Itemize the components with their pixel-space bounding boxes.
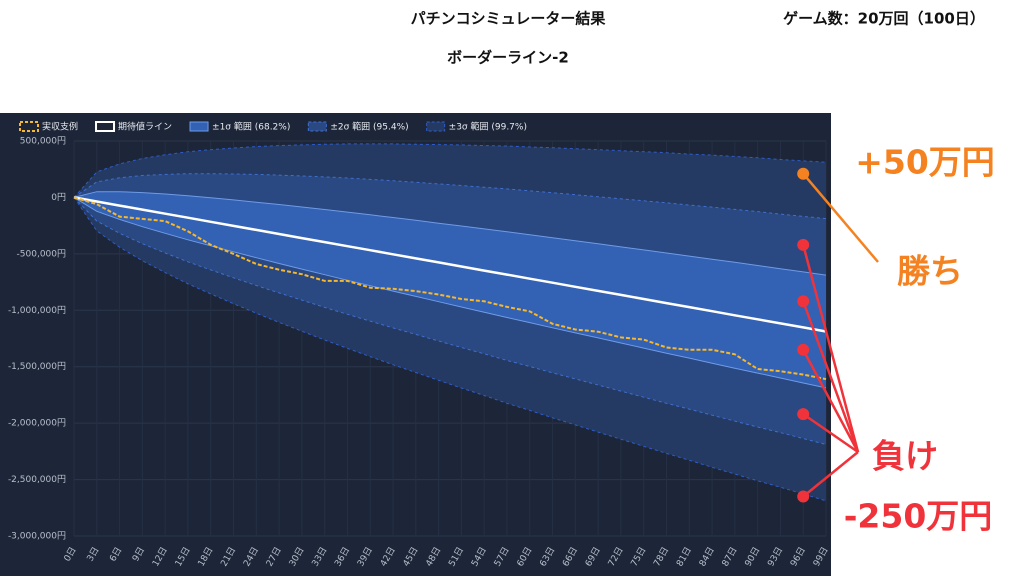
outcome-dot — [797, 490, 810, 503]
legend-swatch — [95, 121, 116, 132]
pointer-line — [802, 413, 859, 454]
legend-label: ±2σ 範囲 (95.4%) — [330, 121, 408, 133]
series-line — [73, 196, 827, 381]
games: ゲーム数：20万回（100日） — [783, 10, 985, 28]
win-label: 勝ち — [897, 252, 963, 291]
pointer-line — [802, 300, 860, 453]
legend-label: ±3σ 範囲 (99.7%) — [449, 121, 527, 133]
y-tick-label: -2,500,000円 — [8, 474, 66, 485]
legend-swatch — [426, 121, 446, 132]
outcome-dot — [797, 238, 810, 251]
outcome-dot — [797, 408, 810, 421]
band-lower — [73, 197, 827, 502]
legend-swatch — [19, 121, 39, 132]
legend-swatch — [189, 121, 209, 132]
outcome-dot — [797, 343, 810, 356]
band-upper — [73, 191, 827, 276]
y-tick-label: -3,000,000円 — [8, 531, 66, 542]
band-lower — [73, 197, 827, 445]
y-tick-label: -500,000円 — [17, 248, 66, 259]
outcome-dot — [797, 167, 810, 180]
lose-amount: -250万円 — [844, 497, 993, 536]
subtitle: ボーダーライン-2 — [447, 49, 569, 67]
y-tick-label: -2,000,000円 — [8, 418, 66, 429]
y-tick-label: 500,000円 — [20, 136, 66, 147]
pointer-line — [802, 244, 860, 453]
page-title: パチンコシミュレーター結果 — [411, 10, 607, 28]
outcome-dot — [797, 295, 810, 308]
series-line — [73, 196, 827, 333]
legend-label: ±1σ 範囲 (68.2%) — [212, 121, 290, 133]
pointer-line — [802, 349, 860, 453]
band-upper — [73, 143, 827, 198]
y-tick-label: 0円 — [51, 192, 66, 203]
legend-label: 実収支例 — [42, 121, 78, 133]
lose-label: 負け — [872, 437, 938, 476]
band-lower — [73, 196, 827, 389]
y-tick-label: -1,500,000円 — [8, 361, 66, 372]
legend-swatch — [307, 121, 327, 132]
pointer-line — [802, 451, 859, 498]
win-amount: +50万円 — [855, 143, 995, 182]
y-tick-label: -1,000,000円 — [8, 305, 66, 316]
legend-label: 期待値ライン — [118, 121, 172, 133]
pointer-line — [802, 172, 879, 263]
